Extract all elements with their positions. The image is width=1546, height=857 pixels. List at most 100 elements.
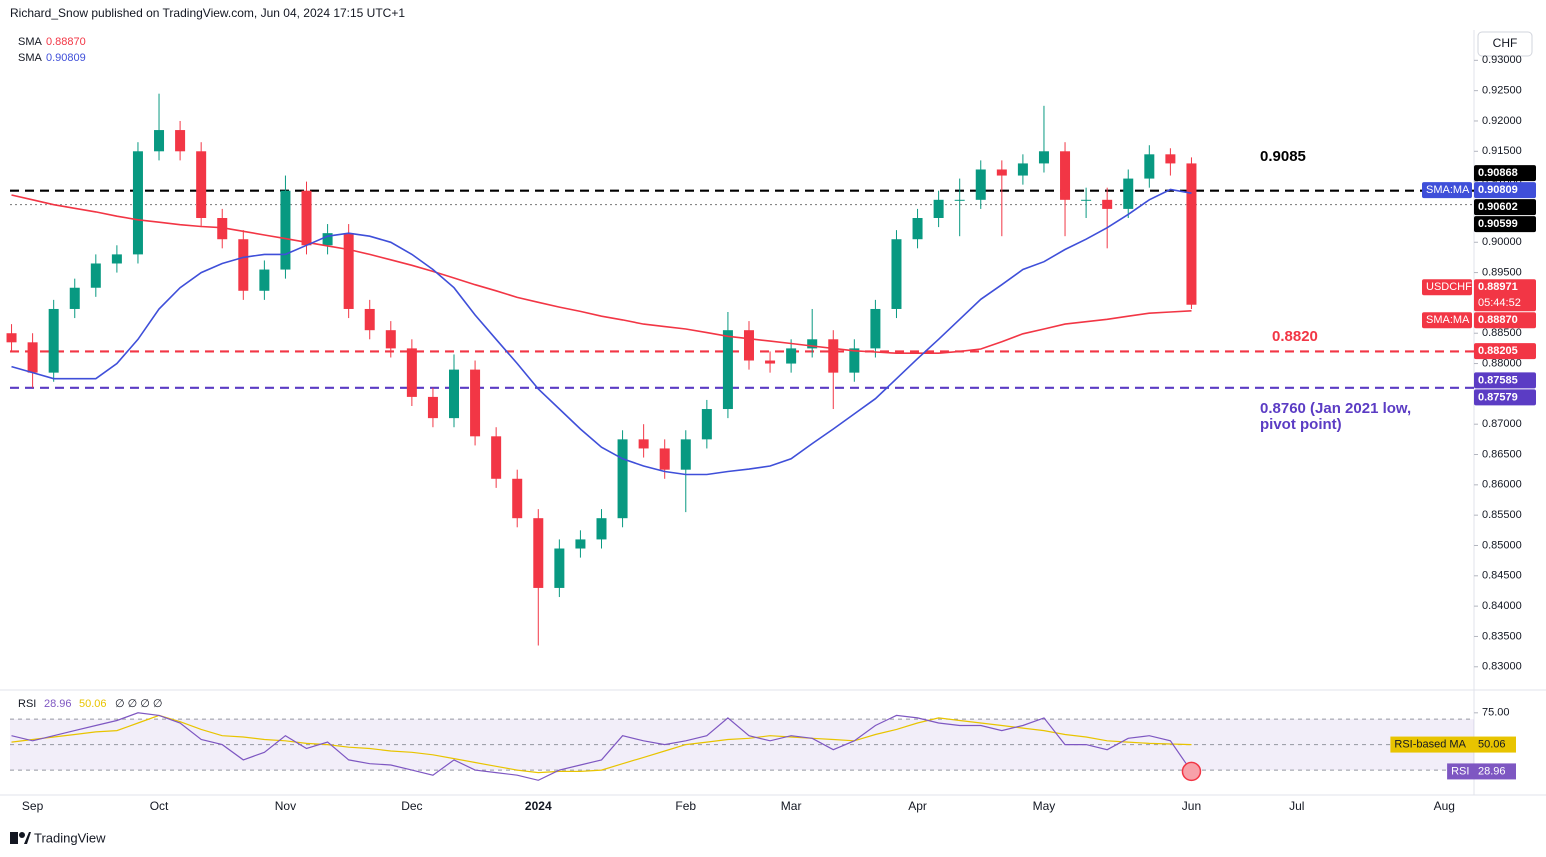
rsi-ma-value: 50.06 [79,698,107,710]
candle-body [1017,163,1028,176]
y-tick-label: 0.92000 [1482,115,1522,127]
candle-body [1144,154,1155,179]
level-label: pivot point) [1260,416,1342,433]
candle-body [933,199,944,218]
y-tick-label: 0.85000 [1482,539,1522,551]
price-tag-name [1422,182,1472,199]
rsi-tag-text: 28.96 [1478,765,1506,777]
x-tick-label: Feb [675,799,696,813]
candle-body [849,348,860,373]
candle-body [701,409,712,440]
candle-body [722,330,733,410]
candle-body [743,330,754,361]
x-tick-label: Jul [1289,799,1304,813]
candle-body [1186,163,1197,305]
y-tick-label: 0.84500 [1482,570,1522,582]
rsi-value: 28.96 [44,698,72,710]
candle-body [406,348,417,397]
rsi-line [11,712,1192,781]
candle-body [807,339,818,349]
y-tick-label: 0.85500 [1482,509,1522,521]
y-tick-label: 0.84000 [1482,600,1522,612]
price-tag-text: 0.87579 [1478,391,1518,403]
footer-logo [10,832,31,844]
candle-body [111,254,122,264]
price-tag-text: 0.88870 [1478,314,1518,326]
y-tick-label: 0.92500 [1482,85,1522,97]
candle-body [680,439,691,470]
sma-line [11,188,1192,476]
candle-body [343,233,354,309]
candle-body [575,539,586,549]
y-tick-label: 0.88500 [1482,327,1522,339]
rsi-tag-name-text: RSI [1451,765,1469,777]
y-tick-label: 0.83000 [1482,661,1522,673]
y-tick-label: 0.83500 [1482,630,1522,642]
price-tag-text: 0.90868 [1478,167,1518,179]
rsi-tag-text: 50.06 [1478,738,1506,750]
candle-body [491,436,502,479]
price-tag [1474,182,1536,199]
x-tick-label: May [1033,799,1056,813]
rsi-tag [1474,763,1516,780]
currency[interactable]: CHF [1493,36,1518,50]
price-tag-text: 0.88205 [1478,345,1518,357]
rsi-tag-name [1390,736,1474,753]
x-tick-label: Aug [1434,799,1455,813]
candle-body [259,269,270,291]
price-tag [1474,216,1536,233]
candle-body [427,396,438,419]
level-label: 0.8760 (Jan 2021 low, [1260,400,1411,417]
candle-body [470,369,481,437]
legend-value: 0.90809 [46,52,86,64]
candle-body [1123,178,1134,209]
price-tag [1474,343,1536,360]
price-tag [1474,312,1536,329]
candle-body [1102,199,1113,209]
candle-body [1165,154,1176,164]
y-tick-label: 0.93000 [1482,54,1522,66]
x-tick-label: Dec [401,799,422,813]
candle-body [385,330,396,349]
y-tick-label: 0.91500 [1482,145,1522,157]
price-tag [1474,389,1536,406]
y-tick-label: 0.86500 [1482,448,1522,460]
sma-line [11,194,1192,354]
publisher: Richard_Snow published on TradingView.co… [10,6,405,20]
rsi-tag-name-text: RSI-based MA [1394,738,1466,750]
rsi-last-point [1181,761,1202,782]
candle-body [828,339,839,373]
candle-body [69,287,80,309]
candle-body [954,199,965,201]
price-tag-text: 0.90599 [1478,218,1518,230]
x-tick-label: Mar [781,799,802,813]
price-tag-name [1422,279,1472,296]
candle-body [659,448,670,470]
level-label: 0.8820 [1272,328,1318,345]
rsi-title: RSI [18,698,36,710]
candle-body [996,169,1007,176]
legend-name: SMA [18,52,43,64]
price-tag-text: 0.90809 [1478,184,1518,196]
candle-body [217,218,228,240]
footer-brand: TradingView [34,830,106,845]
candle-body [196,151,207,218]
price-tag [1474,279,1536,312]
candle-body [301,190,312,246]
currency-button[interactable] [1477,31,1533,57]
price-tag-text: 0.87585 [1478,374,1518,386]
candle-body [786,348,797,364]
price-tag [1474,372,1536,389]
x-tick-label: Oct [150,799,169,813]
x-tick-label: Sep [22,799,44,813]
candle-body [870,308,881,349]
candle-body [512,478,523,519]
candle-body [48,308,59,373]
candle-body [449,369,460,419]
price-tag-name [1422,312,1472,329]
candle-body [154,130,165,152]
candle-body [1081,199,1092,201]
price-tag-text: 0.88971 [1478,281,1518,293]
x-tick-label: Jun [1182,799,1201,813]
